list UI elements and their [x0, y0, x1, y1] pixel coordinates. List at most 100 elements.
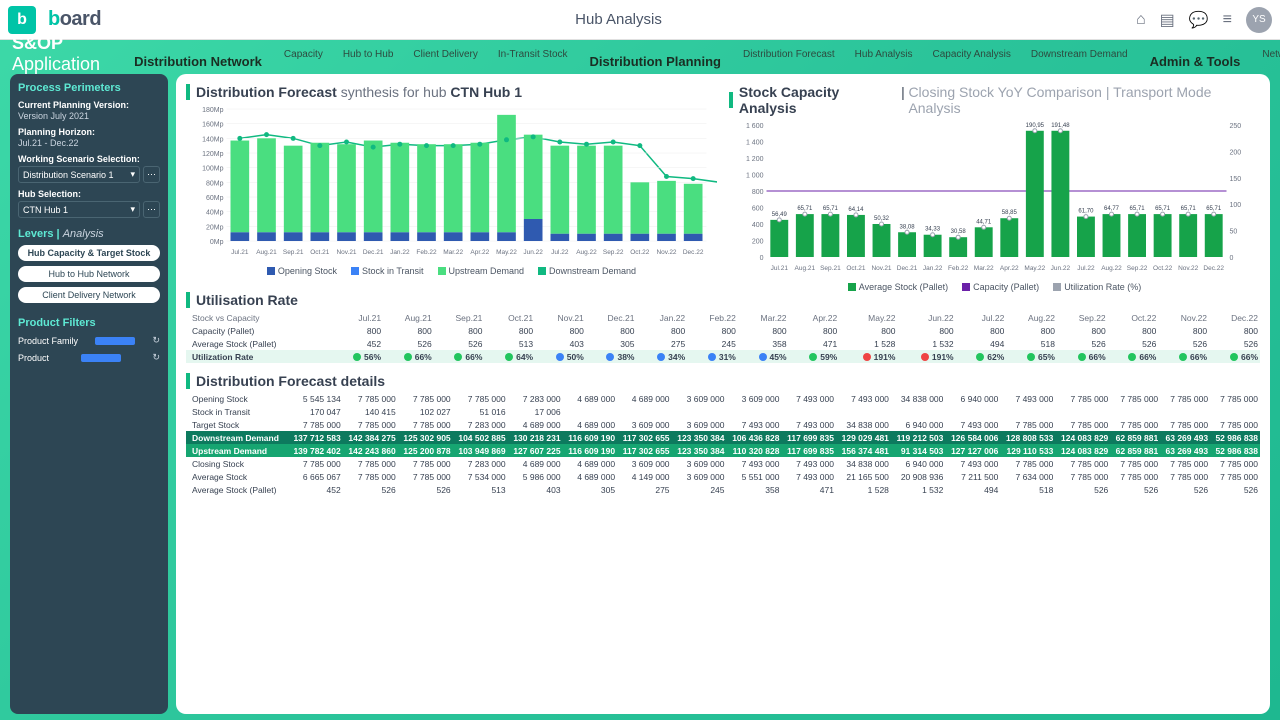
- filter-product-label: Product: [18, 353, 49, 363]
- svg-text:80Mp: 80Mp: [206, 180, 224, 187]
- logo-word: board: [48, 8, 101, 31]
- svg-text:61,70: 61,70: [1078, 209, 1094, 215]
- forecast-chart: Distribution Forecast synthesis for hub …: [186, 84, 717, 284]
- svg-text:65,71: 65,71: [823, 206, 839, 212]
- svg-text:64,14: 64,14: [848, 207, 864, 213]
- btn-hub-capacity[interactable]: Hub Capacity & Target Stock: [18, 245, 160, 261]
- svg-text:56,49: 56,49: [772, 212, 788, 218]
- cpv-value: Version July 2021: [18, 111, 160, 121]
- svg-text:0: 0: [760, 255, 764, 262]
- hub-more[interactable]: ⋯: [143, 201, 160, 218]
- tab-in-transit-stock[interactable]: In-Transit Stock: [490, 46, 576, 63]
- svg-text:65,71: 65,71: [1155, 206, 1171, 212]
- svg-text:Nov.22: Nov.22: [1178, 265, 1198, 272]
- content: Distribution Forecast synthesis for hub …: [176, 74, 1270, 714]
- filter-family-label: Product Family: [18, 336, 78, 346]
- scenario-select[interactable]: Distribution Scenario 1▾: [18, 166, 140, 183]
- tab-capacity[interactable]: Capacity: [276, 46, 331, 63]
- svg-text:0: 0: [1230, 255, 1234, 262]
- svg-text:Jul.21: Jul.21: [771, 265, 789, 272]
- svg-text:50,32: 50,32: [874, 216, 890, 222]
- tab-distribution-forecast[interactable]: Distribution Forecast: [735, 46, 843, 63]
- svg-text:Jul.22: Jul.22: [1077, 265, 1095, 272]
- tab-dist-planning[interactable]: Distribution Planning: [580, 48, 731, 60]
- svg-text:600: 600: [752, 206, 764, 213]
- svg-text:65,71: 65,71: [1181, 206, 1197, 212]
- svg-text:Mar.22: Mar.22: [443, 249, 463, 256]
- svg-text:800: 800: [752, 189, 764, 196]
- svg-text:1 600: 1 600: [746, 123, 764, 130]
- tab-admin[interactable]: Admin & Tools: [1140, 48, 1251, 60]
- ws-label: Working Scenario Selection:: [18, 154, 160, 164]
- avatar[interactable]: YS: [1246, 7, 1272, 33]
- svg-text:190,95: 190,95: [1026, 123, 1045, 129]
- svg-text:30,58: 30,58: [951, 229, 967, 235]
- svg-text:34,33: 34,33: [925, 227, 941, 233]
- svg-text:Aug.21: Aug.21: [795, 265, 816, 272]
- filters-header: Product Filters: [18, 317, 160, 329]
- svg-text:Mar.22: Mar.22: [974, 265, 994, 272]
- tab-hub-to-hub[interactable]: Hub to Hub: [335, 46, 402, 63]
- capacity-chart-svg: 02004006008001 0001 2001 4001 6000501001…: [729, 120, 1260, 275]
- ph-label: Planning Horizon:: [18, 127, 160, 137]
- svg-text:1 400: 1 400: [746, 140, 764, 147]
- hub-select[interactable]: CTN Hub 1▾: [18, 201, 140, 218]
- svg-text:Feb.22: Feb.22: [416, 249, 437, 256]
- home-icon[interactable]: ⌂: [1136, 11, 1146, 29]
- legend-item: Capacity (Pallet): [962, 282, 1039, 292]
- ph-value: Jul.21 - Dec.22: [18, 138, 160, 148]
- menu-icon[interactable]: ≡: [1223, 11, 1232, 29]
- legend-item: Utilization Rate (%): [1053, 282, 1141, 292]
- tab-capacity-analysis[interactable]: Capacity Analysis: [924, 46, 1018, 63]
- tab-hub-analysis[interactable]: Hub Analysis: [847, 46, 921, 63]
- tab-client-delivery[interactable]: Client Delivery: [405, 46, 485, 63]
- apps-icon[interactable]: ▤: [1160, 10, 1175, 30]
- tab-downstream-demand[interactable]: Downstream Demand: [1023, 46, 1136, 63]
- svg-text:160Mp: 160Mp: [202, 122, 224, 129]
- cpv-label: Current Planning Version:: [18, 100, 160, 110]
- svg-text:Oct.22: Oct.22: [1153, 265, 1173, 272]
- svg-text:1 200: 1 200: [746, 156, 764, 163]
- svg-text:38,08: 38,08: [900, 224, 916, 230]
- legend-item: Stock in Transit: [351, 266, 424, 276]
- svg-text:Sep.22: Sep.22: [1127, 265, 1148, 272]
- svg-text:Aug.21: Aug.21: [256, 249, 277, 256]
- sidebar: Process Perimeters Current Planning Vers…: [10, 74, 168, 714]
- svg-text:Jun.22: Jun.22: [1051, 265, 1071, 272]
- svg-text:Aug.22: Aug.22: [1101, 265, 1122, 272]
- detail-title: Distribution Forecast details: [196, 373, 385, 389]
- svg-text:Dec.21: Dec.21: [897, 265, 918, 272]
- hub-label: Hub Selection:: [18, 189, 160, 199]
- detail-table: Opening Stock5 545 1347 785 0007 785 000…: [186, 392, 1260, 496]
- svg-text:400: 400: [752, 222, 764, 229]
- refresh-icon[interactable]: ↻: [152, 352, 160, 363]
- svg-text:Jun.22: Jun.22: [523, 249, 543, 256]
- svg-text:120Mp: 120Mp: [202, 151, 224, 158]
- btn-client-delivery[interactable]: Client Delivery Network: [18, 287, 160, 303]
- svg-text:Jul.21: Jul.21: [231, 249, 249, 256]
- btn-hub-to-hub[interactable]: Hub to Hub Network: [18, 266, 160, 282]
- svg-text:Sep.21: Sep.21: [283, 249, 304, 256]
- svg-text:191,48: 191,48: [1051, 123, 1070, 129]
- filter-family-bar[interactable]: [95, 337, 135, 345]
- filter-product-bar[interactable]: [81, 354, 121, 362]
- svg-text:Aug.22: Aug.22: [576, 249, 597, 256]
- svg-text:Apr.22: Apr.22: [1000, 265, 1019, 272]
- svg-text:May.22: May.22: [1024, 265, 1045, 272]
- svg-text:50: 50: [1230, 229, 1238, 236]
- chat-icon[interactable]: 💬: [1189, 10, 1209, 30]
- svg-text:100Mp: 100Mp: [202, 166, 224, 173]
- refresh-icon[interactable]: ↻: [152, 335, 160, 346]
- page-title: Hub Analysis: [101, 11, 1136, 28]
- svg-text:0Mp: 0Mp: [210, 239, 224, 246]
- forecast-chart-svg: 0Mp20Mp40Mp60Mp80Mp100Mp120Mp140Mp160Mp1…: [186, 104, 717, 259]
- scenario-more[interactable]: ⋯: [143, 166, 160, 183]
- legend-item: Opening Stock: [267, 266, 337, 276]
- tab-dist-network[interactable]: Distribution Network: [124, 48, 272, 60]
- svg-text:20Mp: 20Mp: [206, 224, 224, 231]
- app-title: S&OP Application: [12, 33, 100, 75]
- svg-text:60Mp: 60Mp: [206, 195, 224, 202]
- tab-network-standards[interactable]: Network Standards: [1254, 46, 1280, 63]
- svg-text:Nov.21: Nov.21: [871, 265, 891, 272]
- svg-text:Oct.21: Oct.21: [846, 265, 866, 272]
